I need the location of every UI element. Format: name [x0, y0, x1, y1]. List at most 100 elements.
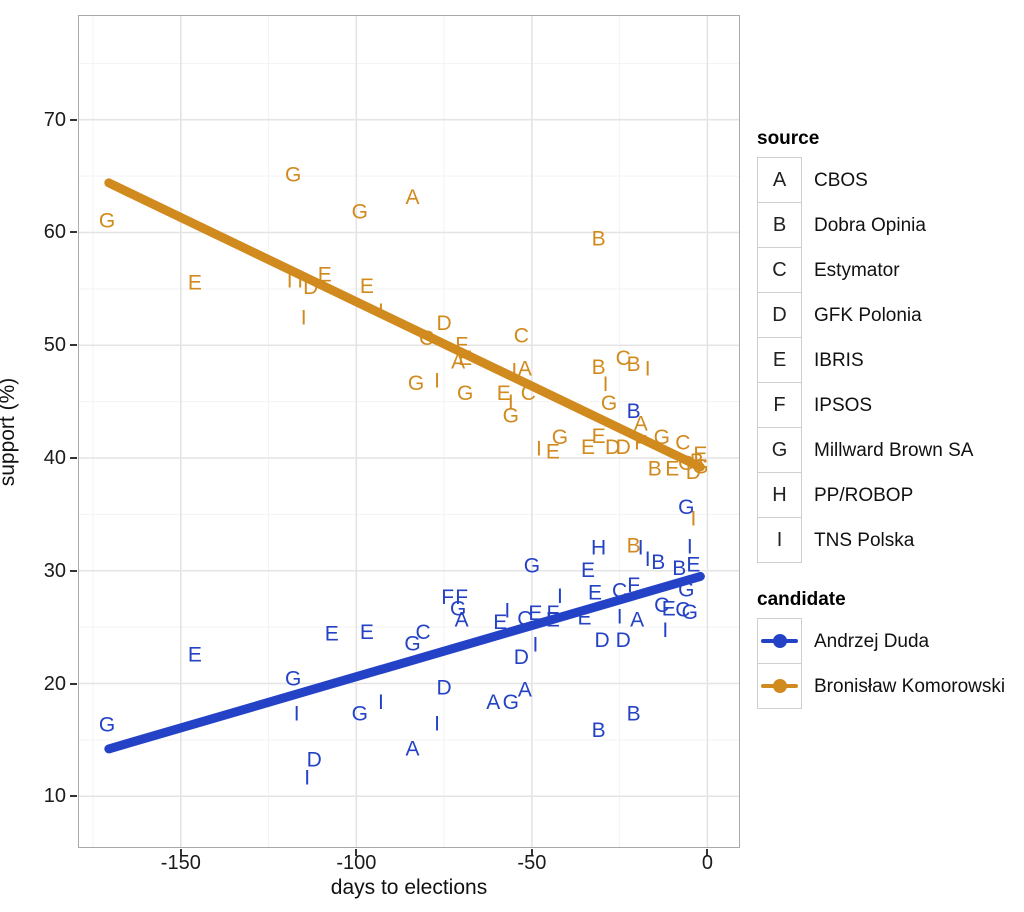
legend-dot	[772, 634, 787, 648]
y-tick-mark	[70, 682, 77, 685]
data-point-letter-duda: B	[651, 551, 665, 574]
data-point-letter-komorowski: G	[99, 210, 115, 233]
x-tick-label: -150	[160, 852, 201, 874]
data-point-letter-duda: I	[638, 537, 644, 560]
y-tick-label: 50	[43, 334, 66, 357]
data-point-letter-komorowski: A	[518, 357, 532, 380]
legend-dot	[772, 679, 787, 693]
data-point-letter-duda: E	[360, 621, 374, 644]
legend-source-label: IBRIS	[814, 349, 864, 371]
data-point-letter-komorowski: F	[634, 432, 647, 455]
data-point-letter-duda: I	[434, 712, 440, 735]
data-point-letter-duda: B	[627, 702, 641, 725]
data-point-letter-duda: C	[675, 599, 690, 622]
legend-candidate-items: Andrzej Duda Bronisław Komorowski	[757, 618, 1017, 709]
data-point-letter-duda: I	[504, 600, 510, 623]
data-point-letter-duda: D	[616, 629, 631, 652]
data-point-letter-komorowski: I	[378, 300, 384, 323]
data-point-letter-komorowski: C	[616, 347, 631, 370]
data-point-letter-komorowski: D	[437, 312, 452, 335]
y-tick-mark	[70, 569, 77, 572]
data-point-letter-komorowski: I	[511, 360, 517, 383]
data-point-letter-komorowski: G	[654, 426, 670, 449]
data-point-letter-komorowski: I	[301, 307, 307, 330]
legend-key-letter: G	[757, 427, 802, 473]
data-point-letter-komorowski: G	[678, 452, 694, 475]
data-point-letter-komorowski: B	[592, 356, 606, 379]
legend-candidate-item: Andrzej Duda	[757, 618, 1017, 664]
legend-key-letter: D	[757, 292, 802, 338]
legend-source: source A CBOS B Dobra Opinia C Estymator D GFK …	[757, 128, 1017, 563]
data-point-letter-komorowski: D	[616, 436, 631, 459]
data-point-letter-komorowski: G	[601, 392, 617, 415]
legend-key-letter: E	[757, 337, 802, 383]
y-tick-mark	[70, 456, 77, 459]
data-point-letter-komorowski: I	[508, 391, 514, 414]
data-point-letter-duda: G	[404, 632, 420, 655]
data-point-letter-komorowski: C	[521, 382, 536, 405]
x-tick-mark	[179, 849, 182, 856]
data-point-letter-duda: I	[645, 548, 651, 571]
data-point-letter-duda: H	[591, 537, 606, 560]
data-point-letter-duda: I	[617, 605, 623, 628]
legend-key-letter: H	[757, 472, 802, 518]
data-point-letter-duda: D	[437, 676, 452, 699]
x-tick-label: -100	[336, 852, 377, 874]
data-point-letter-duda: E	[686, 553, 700, 576]
data-point-letter-komorowski: G	[285, 163, 301, 186]
data-point-letter-duda: C	[612, 579, 627, 602]
data-point-letter-komorowski: E	[188, 272, 202, 295]
y-tick-label: 60	[43, 221, 66, 244]
legend-source-label: CBOS	[814, 169, 868, 191]
data-point-letter-komorowski: A	[634, 413, 648, 436]
data-point-letter-komorowski: E	[497, 382, 511, 405]
data-point-letter-duda: F	[441, 586, 454, 609]
data-point-letter-komorowski: I	[645, 357, 651, 380]
data-point-letter-duda: I	[304, 767, 310, 790]
data-point-letter-duda: I	[294, 702, 300, 725]
legend-source-label: GFK Polonia	[814, 304, 922, 326]
legend-source-item: H PP/ROBOP	[757, 472, 1017, 518]
legend-source-item: A CBOS	[757, 157, 1017, 203]
data-point-letter-duda: I	[378, 691, 384, 714]
legend-candidate-title: candidate	[757, 589, 846, 610]
data-point-letter-komorowski: D	[303, 276, 318, 299]
data-point-letter-komorowski: B	[690, 450, 704, 473]
trend-line-duda	[104, 571, 705, 754]
legend: source A CBOS B Dobra Opinia C Estymator D GFK …	[757, 128, 1017, 709]
y-tick-label: 40	[43, 446, 66, 469]
data-point-letter-komorowski: I	[434, 370, 440, 393]
data-point-letter-duda: F	[627, 574, 640, 597]
data-point-letter-duda: A	[630, 609, 644, 632]
data-point-letter-komorowski: B	[592, 228, 606, 251]
x-tick-mark	[706, 849, 709, 856]
data-point-letter-komorowski: A	[406, 186, 420, 209]
data-point-letter-duda: G	[524, 555, 540, 578]
data-point-letter-komorowski: E	[665, 458, 679, 481]
data-point-letter-duda: A	[486, 691, 500, 714]
data-point-letter-komorowski: G	[408, 372, 424, 395]
data-point-letter-komorowski: I	[536, 437, 542, 460]
y-tick-label: 20	[43, 672, 66, 695]
legend-source-label: Dobra Opinia	[814, 214, 926, 236]
legend-source-label: Estymator	[814, 259, 900, 281]
legend-source-item: B Dobra Opinia	[757, 202, 1017, 248]
data-point-letter-duda: G	[503, 691, 519, 714]
data-point-letter-duda: E	[546, 609, 560, 632]
data-point-letter-duda: B	[672, 557, 686, 580]
legend-source-label: PP/ROBOP	[814, 484, 914, 506]
y-tick-mark	[70, 795, 77, 798]
data-point-letter-duda: D	[594, 629, 609, 652]
data-point-letter-duda: E	[325, 622, 339, 645]
data-point-letter-komorowski: E	[592, 425, 606, 448]
data-point-letter-komorowski: A	[451, 351, 465, 374]
x-tick-label: -50	[517, 852, 547, 874]
data-point-letter-duda: B	[592, 719, 606, 742]
data-point-letter-duda: D	[514, 646, 529, 669]
data-point-letter-duda: C	[415, 621, 430, 644]
y-tick-mark	[70, 344, 77, 347]
data-point-letter-duda: G	[99, 714, 115, 737]
y-tick-mark	[70, 231, 77, 234]
data-point-letter-komorowski: D	[605, 436, 620, 459]
